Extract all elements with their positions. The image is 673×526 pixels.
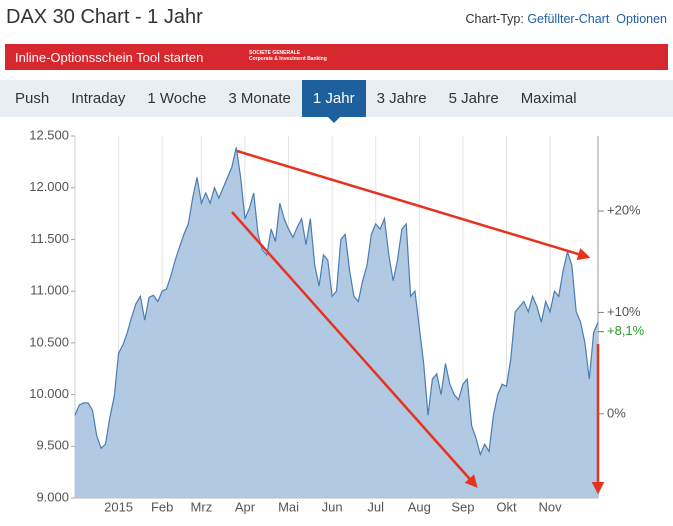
y2-tick-label: +10%: [607, 304, 641, 319]
tab[interactable]: 1 Jahr: [301, 80, 366, 123]
y-tick-label: 9.500: [36, 438, 69, 453]
x-tick-label: Okt: [496, 499, 517, 514]
y-tick-label: 11.500: [30, 231, 69, 246]
tab[interactable]: 3 Jahre: [376, 90, 427, 107]
tab[interactable]: 3 Monate: [228, 90, 291, 107]
x-tick-label: 2015: [104, 499, 133, 514]
banner[interactable]: Inline-Optionsschein Tool starten SOCIET…: [5, 44, 668, 70]
page-title: DAX 30 Chart - 1 Jahr: [6, 6, 203, 28]
x-tick-label: Aug: [408, 499, 431, 514]
chart: 2015 Feb Mrz Apr Mai Jun Jul Aug Sep Okt Nov 9.000 9…: [29, 127, 645, 514]
chart-type-label: Chart-Typ:: [465, 12, 524, 26]
tab-bar: Push Intraday 1 Woche 3 Monate 1 Jahr 3 Jahre…: [0, 80, 673, 123]
y-tick-label: 10.000: [29, 386, 69, 401]
arrow: [231, 211, 478, 488]
x-tick-label: Nov: [538, 499, 562, 514]
change-label: +8,1%: [607, 323, 645, 338]
y-tick-label: 9.000: [36, 489, 69, 504]
x-tick-label: Sep: [451, 499, 474, 514]
tab[interactable]: Push: [15, 90, 50, 107]
x-tick-label: Jun: [322, 499, 343, 514]
chart-type-link[interactable]: Gefüllter-Chart: [527, 12, 610, 26]
line: [74, 147, 599, 457]
x-tick-label: Mai: [278, 499, 299, 514]
y-tick-label: 11.000: [30, 283, 69, 298]
y2-tick-label: +20%: [607, 202, 641, 217]
y-tick-label: 12.500: [29, 127, 69, 142]
tab[interactable]: Intraday: [71, 90, 126, 107]
logo: SOCIETE GENERALE Corporate & Investment B…: [249, 50, 327, 62]
x-tick-label: Mrz: [191, 499, 213, 514]
tab[interactable]: 5 Jahre: [448, 90, 499, 107]
y-tick-label: 12.000: [29, 179, 69, 194]
x-tick-label: Feb: [151, 499, 173, 514]
options-link[interactable]: Optionen: [616, 12, 667, 26]
logo-line: SOCIETE GENERALE: [249, 50, 301, 56]
chart-options: Chart-Typ: Gefüllter-Chart Optionen: [465, 12, 667, 26]
x-tick-label: Jul: [367, 499, 384, 514]
tab[interactable]: Maximal: [520, 90, 577, 107]
x-tick-label: Apr: [235, 499, 256, 514]
banner-text: Inline-Optionsschein Tool starten: [15, 50, 204, 65]
annotations: [231, 149, 605, 495]
y-tick-label: 10.500: [29, 334, 69, 349]
logo-line: Corporate & Investment Banking: [249, 56, 327, 62]
area: [75, 147, 598, 498]
y2-tick-label: 0%: [607, 405, 626, 420]
arrow: [236, 149, 591, 261]
tab[interactable]: 1 Woche: [147, 90, 207, 107]
